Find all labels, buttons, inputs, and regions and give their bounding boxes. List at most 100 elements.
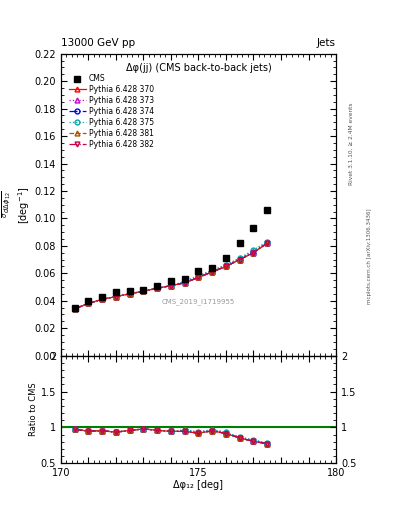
CMS — [169, 279, 173, 285]
Pythia 6.428 374 — [251, 250, 256, 256]
CMS — [251, 225, 256, 231]
Text: CMS_2019_I1719955: CMS_2019_I1719955 — [162, 298, 235, 305]
Pythia 6.428 370 — [86, 301, 91, 307]
Pythia 6.428 375 — [127, 291, 132, 297]
Pythia 6.428 381 — [237, 257, 242, 263]
Pythia 6.428 381 — [265, 240, 270, 246]
Pythia 6.428 382 — [169, 283, 173, 289]
Text: 13000 GeV pp: 13000 GeV pp — [61, 37, 135, 48]
Text: Rivet 3.1.10, ≥ 2.4M events: Rivet 3.1.10, ≥ 2.4M events — [349, 102, 354, 185]
Text: Δφ(jj) (CMS back-to-back jets): Δφ(jj) (CMS back-to-back jets) — [126, 63, 271, 73]
Pythia 6.428 381 — [224, 263, 228, 269]
Pythia 6.428 375 — [100, 296, 105, 303]
CMS — [210, 265, 215, 271]
Pythia 6.428 370 — [141, 288, 146, 294]
Pythia 6.428 382 — [141, 288, 146, 294]
Pythia 6.428 374 — [169, 283, 173, 289]
Pythia 6.428 373 — [237, 255, 242, 261]
Pythia 6.428 382 — [196, 274, 201, 281]
Pythia 6.428 375 — [86, 301, 91, 307]
Pythia 6.428 382 — [86, 301, 91, 307]
Pythia 6.428 374 — [182, 280, 187, 286]
Line: CMS: CMS — [72, 207, 270, 310]
Pythia 6.428 373 — [210, 267, 215, 273]
CMS — [114, 289, 118, 295]
Pythia 6.428 381 — [182, 280, 187, 286]
Pythia 6.428 382 — [237, 257, 242, 263]
Pythia 6.428 370 — [114, 293, 118, 300]
Pythia 6.428 382 — [224, 263, 228, 269]
Pythia 6.428 375 — [251, 247, 256, 253]
Line: Pythia 6.428 370: Pythia 6.428 370 — [72, 241, 270, 311]
Text: mcplots.cern.ch [arXiv:1306.3436]: mcplots.cern.ch [arXiv:1306.3436] — [367, 208, 372, 304]
Text: Jets: Jets — [317, 37, 336, 48]
CMS — [182, 275, 187, 282]
Pythia 6.428 374 — [100, 296, 105, 303]
Pythia 6.428 382 — [155, 285, 160, 291]
Pythia 6.428 370 — [127, 291, 132, 297]
Pythia 6.428 374 — [127, 291, 132, 297]
Pythia 6.428 375 — [182, 279, 187, 285]
Pythia 6.428 382 — [182, 280, 187, 286]
CMS — [224, 255, 228, 261]
Pythia 6.428 381 — [127, 291, 132, 297]
Pythia 6.428 370 — [72, 306, 77, 312]
Pythia 6.428 375 — [155, 285, 160, 291]
Pythia 6.428 373 — [196, 273, 201, 279]
Pythia 6.428 375 — [196, 273, 201, 279]
Pythia 6.428 374 — [210, 269, 215, 275]
Pythia 6.428 381 — [210, 269, 215, 275]
Pythia 6.428 374 — [86, 301, 91, 307]
CMS — [72, 305, 77, 311]
Pythia 6.428 370 — [155, 285, 160, 291]
Pythia 6.428 381 — [100, 296, 105, 303]
Pythia 6.428 373 — [182, 279, 187, 285]
Pythia 6.428 374 — [196, 274, 201, 281]
Pythia 6.428 382 — [100, 296, 105, 303]
Pythia 6.428 382 — [114, 293, 118, 300]
Pythia 6.428 375 — [114, 293, 118, 300]
Pythia 6.428 373 — [224, 262, 228, 268]
CMS — [100, 293, 105, 300]
Pythia 6.428 373 — [155, 285, 160, 291]
Pythia 6.428 370 — [265, 240, 270, 246]
Pythia 6.428 374 — [224, 263, 228, 269]
Pythia 6.428 375 — [224, 262, 228, 268]
Pythia 6.428 370 — [169, 283, 173, 289]
Pythia 6.428 373 — [251, 248, 256, 254]
Pythia 6.428 373 — [169, 283, 173, 289]
Pythia 6.428 381 — [141, 288, 146, 294]
Pythia 6.428 374 — [141, 288, 146, 294]
Pythia 6.428 375 — [72, 306, 77, 312]
CMS — [86, 297, 91, 304]
Pythia 6.428 374 — [114, 293, 118, 300]
Pythia 6.428 382 — [251, 250, 256, 256]
Pythia 6.428 373 — [127, 291, 132, 297]
Pythia 6.428 382 — [210, 269, 215, 275]
Legend: CMS, Pythia 6.428 370, Pythia 6.428 373, Pythia 6.428 374, Pythia 6.428 375, Pyt: CMS, Pythia 6.428 370, Pythia 6.428 373,… — [68, 73, 156, 150]
Pythia 6.428 374 — [237, 257, 242, 263]
Pythia 6.428 370 — [237, 257, 242, 263]
Pythia 6.428 381 — [196, 274, 201, 281]
Line: Pythia 6.428 382: Pythia 6.428 382 — [72, 241, 270, 311]
Pythia 6.428 370 — [100, 296, 105, 303]
CMS — [265, 207, 270, 213]
Pythia 6.428 373 — [114, 293, 118, 300]
Pythia 6.428 374 — [265, 240, 270, 246]
Pythia 6.428 370 — [196, 274, 201, 281]
Pythia 6.428 375 — [169, 283, 173, 289]
X-axis label: Δφ₁₂ [deg]: Δφ₁₂ [deg] — [173, 480, 224, 489]
Pythia 6.428 373 — [86, 301, 91, 307]
Line: Pythia 6.428 375: Pythia 6.428 375 — [72, 239, 270, 311]
Pythia 6.428 370 — [251, 250, 256, 256]
Pythia 6.428 370 — [210, 269, 215, 275]
CMS — [141, 287, 146, 293]
Pythia 6.428 373 — [72, 306, 77, 312]
Y-axis label: Ratio to CMS: Ratio to CMS — [29, 382, 38, 436]
Pythia 6.428 381 — [155, 285, 160, 291]
Pythia 6.428 374 — [155, 285, 160, 291]
CMS — [155, 283, 160, 289]
Pythia 6.428 382 — [265, 240, 270, 246]
Pythia 6.428 375 — [237, 255, 242, 261]
Pythia 6.428 370 — [224, 263, 228, 269]
